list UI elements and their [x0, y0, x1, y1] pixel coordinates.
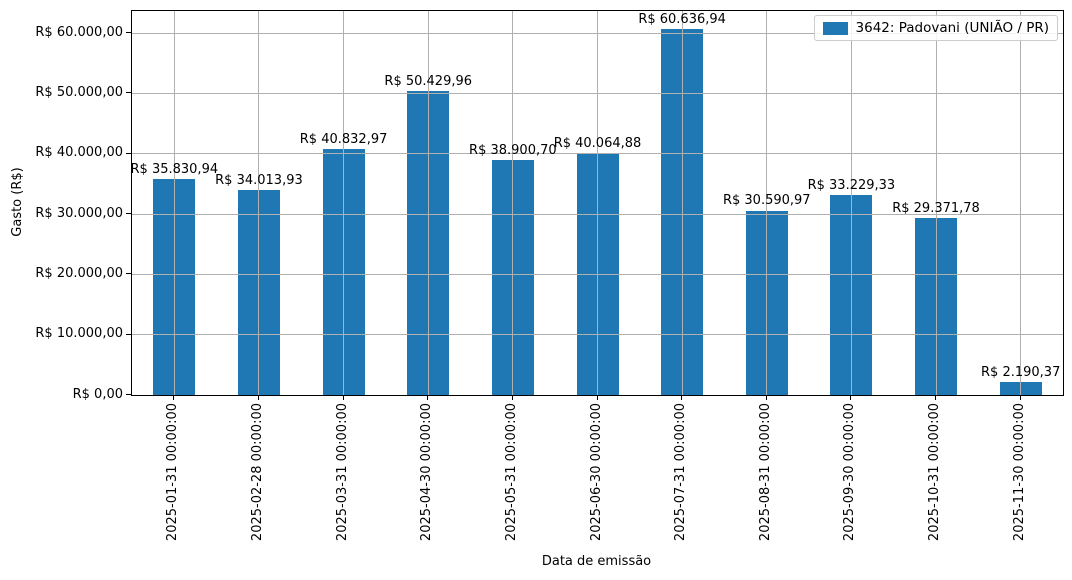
v-gridline [935, 11, 937, 395]
x-tick-label: 2025-06-30 00:00:00 [588, 403, 604, 542]
x-tick-label: 2025-08-31 00:00:00 [757, 403, 773, 542]
x-tick-label: 2025-05-31 00:00:00 [503, 403, 519, 542]
legend: 3642: Padovani (UNIÃO / PR) [813, 15, 1058, 41]
x-tick-mark [257, 395, 259, 400]
x-tick-mark [342, 395, 344, 400]
x-tick-mark [681, 395, 683, 400]
x-tick-mark [596, 395, 598, 400]
x-tick-mark [850, 395, 852, 400]
bar-value-label: R$ 30.590,97 [722, 193, 811, 209]
bar-value-label: R$ 60.636,94 [638, 12, 726, 28]
v-gridline [766, 11, 768, 395]
x-tick-label: 2025-11-30 00:00:00 [1011, 403, 1027, 542]
bar-value-label: R$ 29.371,78 [892, 200, 980, 216]
x-tick-mark [765, 395, 767, 400]
x-tick-label: 2025-09-30 00:00:00 [842, 403, 858, 542]
x-axis-title: Data de emissão [541, 554, 652, 569]
y-tick-mark [126, 273, 131, 275]
v-gridline [681, 11, 683, 395]
x-tick-label: 2025-01-31 00:00:00 [165, 403, 181, 542]
y-tick-mark [126, 213, 131, 215]
x-tick-label: 2025-02-28 00:00:00 [249, 403, 265, 542]
x-tick-mark [511, 395, 513, 400]
x-tick-label: 2025-04-30 00:00:00 [419, 403, 435, 542]
y-tick-label: R$ 60.000,00 [35, 24, 123, 40]
y-tick-label: R$ 50.000,00 [35, 84, 123, 100]
bar-value-label: R$ 2.190,37 [981, 364, 1061, 380]
y-tick-mark [126, 333, 131, 335]
x-tick-mark [1019, 395, 1021, 400]
bar-value-label: R$ 35.830,94 [130, 161, 219, 177]
v-gridline [173, 11, 175, 395]
x-tick-mark [935, 395, 937, 400]
plot-area: 3642: Padovani (UNIÃO / PR) R$ 35.830,94… [131, 10, 1064, 396]
legend-label: 3642: Padovani (UNIÃO / PR) [855, 20, 1049, 36]
v-gridline [258, 11, 260, 395]
y-tick-label: R$ 0,00 [72, 386, 123, 402]
y-tick-mark [126, 92, 131, 94]
y-tick-mark [126, 152, 131, 154]
v-gridline [343, 11, 345, 395]
v-gridline [512, 11, 514, 395]
legend-color-swatch-icon [822, 21, 848, 35]
v-gridline [1020, 11, 1022, 395]
bar-value-label: R$ 34.013,93 [215, 172, 303, 188]
bar-value-label: R$ 40.832,97 [299, 131, 388, 147]
y-tick-mark [126, 32, 131, 34]
x-tick-mark [427, 395, 429, 400]
x-tick-label: 2025-03-31 00:00:00 [334, 403, 350, 542]
v-gridline [597, 11, 598, 395]
bar-value-label: R$ 38.900,70 [469, 143, 557, 159]
y-tick-label: R$ 20.000,00 [35, 265, 123, 281]
y-tick-label: R$ 40.000,00 [35, 145, 123, 161]
v-gridline [850, 11, 852, 395]
y-axis-title: Gasto (R$) [10, 167, 25, 237]
x-tick-label: 2025-07-31 00:00:00 [673, 403, 689, 542]
y-tick-mark [126, 394, 131, 395]
x-tick-mark [173, 395, 175, 400]
bar-value-label: R$ 50.429,96 [384, 73, 473, 89]
x-tick-label: 2025-10-31 00:00:00 [927, 403, 943, 542]
y-tick-label: R$ 30.000,00 [35, 205, 123, 221]
bar-value-label: R$ 33.229,33 [807, 177, 896, 193]
bar-value-label: R$ 40.064,88 [553, 136, 642, 152]
v-gridline [427, 11, 429, 395]
y-tick-label: R$ 10.000,00 [35, 326, 123, 342]
